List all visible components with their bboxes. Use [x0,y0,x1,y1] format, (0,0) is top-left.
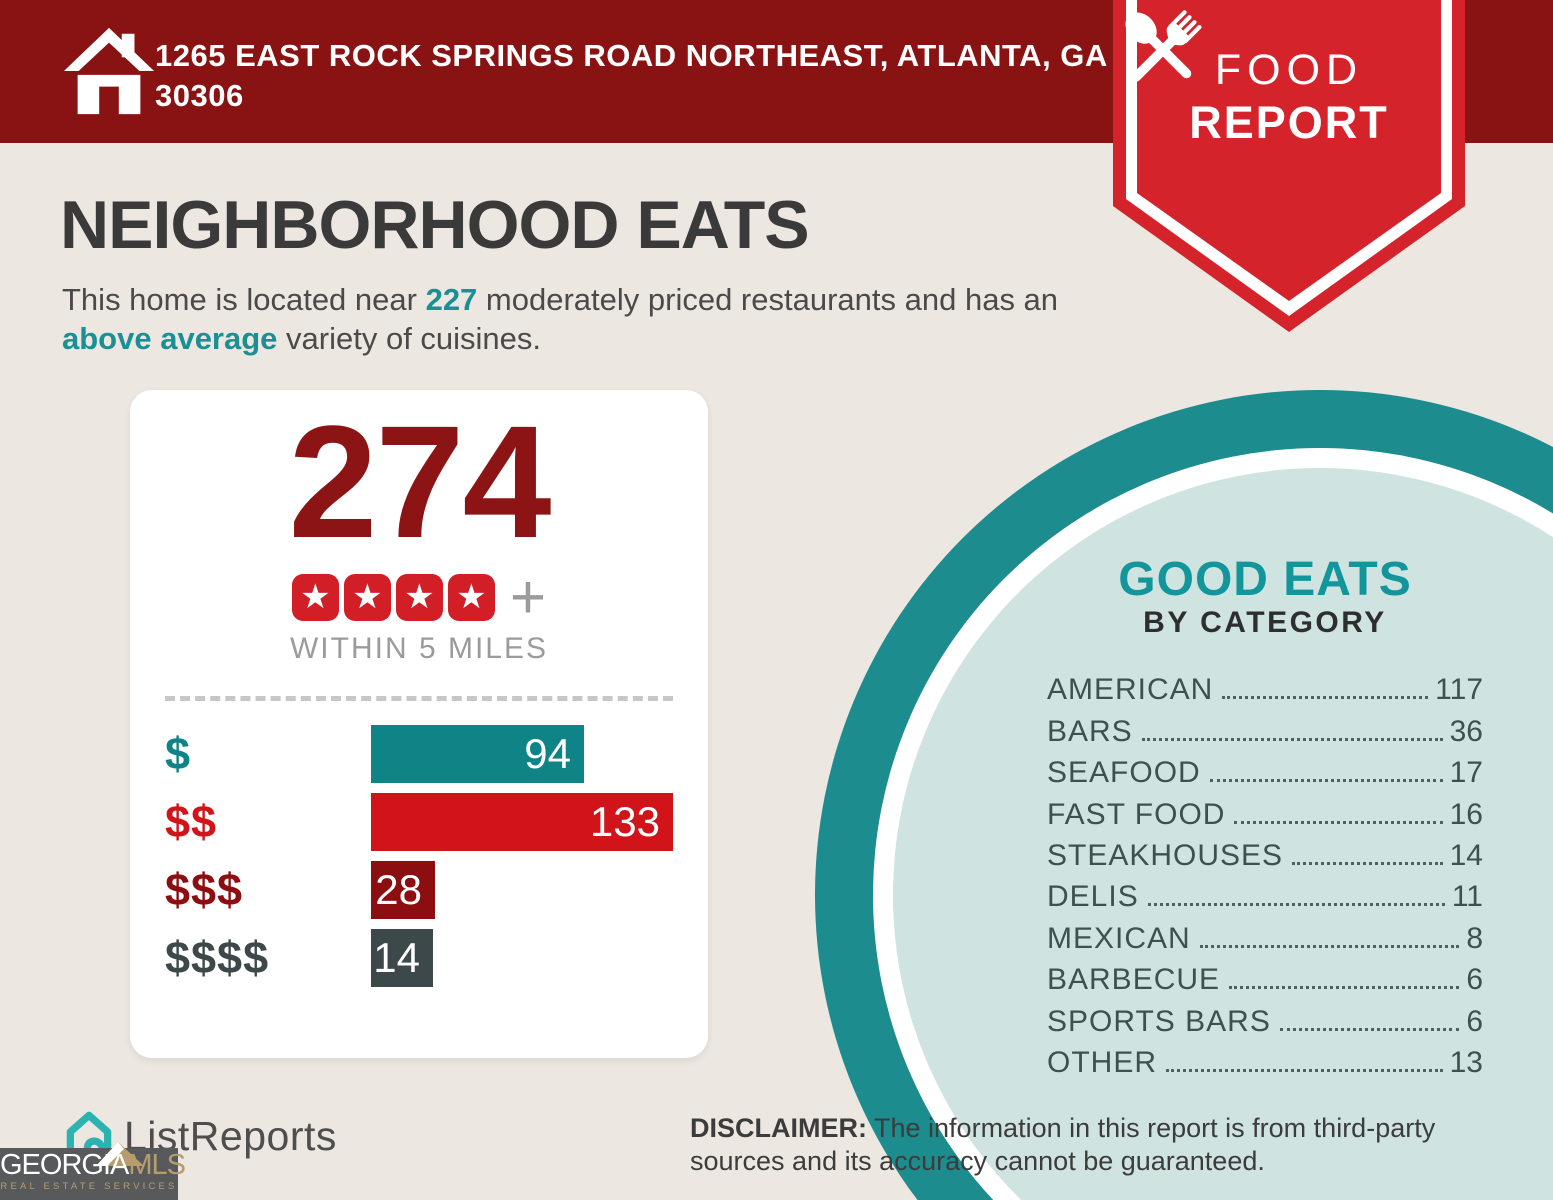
dot-leader [1292,861,1443,865]
good-eats-title: GOOD EATS [1118,553,1412,606]
category-value: 17 [1449,756,1483,790]
price-tier-bar: 133 [371,793,673,851]
category-row: SPORTS BARS 6 [1047,995,1483,1036]
dot-leader [1209,779,1443,783]
category-value: 14 [1449,838,1483,872]
price-tier-bar: 94 [371,725,584,783]
category-label: FAST FOOD [1047,797,1226,831]
category-row: BARBECUE 6 [1047,954,1483,995]
plus-icon: + [509,562,547,632]
star-icon: ★ [447,573,495,621]
good-eats-subtitle: BY CATEGORY [1143,606,1387,639]
price-tier-value: 28 [375,866,422,913]
disclaimer-text: The information in this report is from t… [690,1113,1436,1176]
category-label: DELIS [1047,880,1139,914]
category-label: SPORTS BARS [1047,1004,1271,1038]
dot-leader [1141,737,1443,741]
mls-tagline: REAL ESTATE SERVICES [0,1181,178,1192]
property-address: 1265 EAST ROCK SPRINGS ROAD NORTHEAST, A… [155,38,1107,113]
price-tier-value: 94 [524,730,571,777]
category-label: SEAFOOD [1047,756,1201,790]
category-row: BARS 36 [1047,705,1483,746]
category-row: AMERICAN 117 [1047,664,1483,705]
category-value: 6 [1466,963,1483,997]
stats-card: 274 ★ ★ ★ ★ + WITHIN 5 MILES $94 $$ 133 $$$ 28 $$… [130,390,708,1058]
ribbon-banner-shape [1113,0,1465,332]
mls-mountain-icon [96,1142,144,1166]
price-tier-row: $$ 133 [130,793,708,851]
category-value: 16 [1449,797,1483,831]
category-label: OTHER [1047,1045,1157,1079]
price-tier-row: $94 [130,725,708,783]
category-row: SEAFOOD 17 [1047,747,1483,788]
category-row: DELIS 11 [1047,871,1483,912]
price-tier-label: $$$$ [165,932,270,983]
category-value: 36 [1449,714,1483,748]
dashed-divider [165,696,673,701]
price-tier-bar: 28 [371,861,435,919]
category-value: 11 [1451,880,1483,914]
spoon-fork-icon [1125,10,1202,82]
category-label: BARBECUE [1047,963,1221,997]
radius-label: WITHIN 5 MILES [289,632,549,665]
mls-word-georgia: GEORGIA [0,1149,129,1181]
georgia-mls-logo: GEORGIAMLS REAL ESTATE SERVICES [0,1142,186,1200]
category-label: MEXICAN [1047,921,1191,955]
star-icon: ★ [291,573,339,621]
star-icon: ★ [395,573,443,621]
category-value: 8 [1466,921,1483,955]
dot-leader [1147,903,1445,907]
price-tier-label: $$$ [165,864,244,915]
dot-leader [1234,820,1443,824]
category-value: 117 [1435,673,1483,707]
category-list: AMERICAN 117 BARS 36 SEAFOOD 17 FAST FOOD 16 STE… [1047,664,1483,1078]
price-tier-row: $$$$ 14 [130,929,708,987]
category-label: STEAKHOUSES [1047,838,1284,872]
price-tier-bar: 14 [371,929,433,987]
disclaimer: DISCLAIMER: The information in this repo… [690,1112,1500,1178]
restaurant-count: 227 [425,282,478,317]
mls-word-mls: MLS [128,1149,186,1181]
price-tier-label: $ [165,728,192,779]
intro-mid: moderately priced restaurants and has an [477,282,1059,317]
home-icon [63,27,155,115]
dot-leader [1229,986,1460,990]
star-icon: ★ [343,573,391,621]
dot-leader [1279,1027,1460,1031]
category-row: STEAKHOUSES 14 [1047,830,1483,871]
intro-text: This home is located near 227 moderately… [62,280,1082,358]
dot-leader [1199,944,1460,948]
disclaimer-label: DISCLAIMER: [690,1113,867,1143]
star-rating: ★ ★ ★ ★ + [130,562,708,632]
price-tier-value: 133 [589,798,660,845]
category-label: AMERICAN [1047,673,1214,707]
price-tier-chart: $94 $$ 133 $$$ 28 $$$$ 14 [130,725,708,987]
mls-wordmark: GEORGIAMLS [0,1149,186,1181]
ribbon-title-report: REPORT [1189,97,1389,148]
category-row: MEXICAN 8 [1047,912,1483,953]
intro-post: variety of cuisines. [277,321,542,356]
price-tier-row: $$$ 28 [130,861,708,919]
ribbon-title-food: FOOD [1214,46,1364,94]
total-restaurants: 274 [288,392,552,571]
intro-pre: This home is located near [62,282,426,317]
category-value: 13 [1449,1045,1483,1079]
category-row: FAST FOOD 16 [1047,788,1483,829]
price-tier-value: 14 [373,934,420,981]
page-title: NEIGHBORHOOD EATS [60,187,810,263]
food-report-ribbon: FOOD REPORT [1113,0,1465,335]
category-row: OTHER 13 [1047,1037,1483,1078]
category-label: BARS [1047,714,1133,748]
category-value: 6 [1466,1004,1483,1038]
ribbon-title: FOOD REPORT [1113,46,1465,149]
dot-leader [1222,696,1429,700]
dot-leader [1166,1068,1443,1072]
variety-highlight: above average [62,321,278,356]
price-tier-label: $$ [165,796,218,847]
